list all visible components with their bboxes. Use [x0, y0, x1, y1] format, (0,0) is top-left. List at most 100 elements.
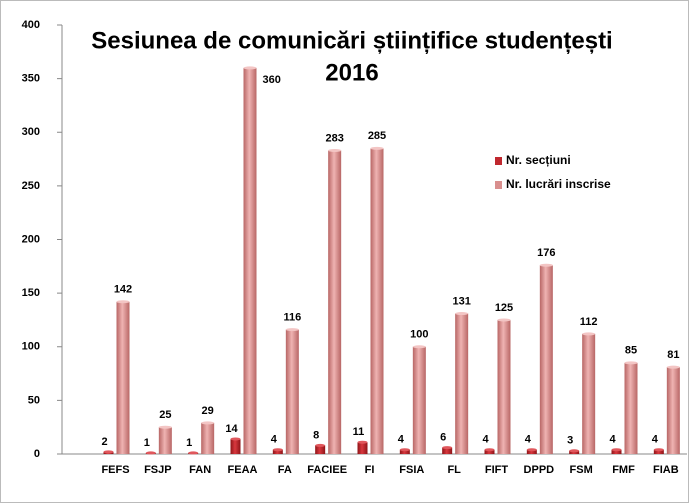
data-label: 4: [525, 434, 532, 446]
bar: [582, 333, 596, 454]
data-label: 85: [625, 345, 637, 357]
x-tick-label: FSJP: [144, 464, 172, 476]
bar-top: [653, 448, 664, 452]
bar: [399, 449, 410, 454]
data-label: 2: [101, 436, 107, 448]
bar-top: [370, 146, 384, 150]
data-label: 11: [353, 426, 365, 438]
data-label: 116: [283, 311, 301, 323]
bar-top: [285, 328, 299, 332]
chart-title: Sesiunea de comunicări științifice stude…: [91, 27, 612, 54]
bar-top: [145, 451, 156, 455]
bar-top: [526, 448, 537, 452]
bar: [158, 427, 172, 454]
legend-label: Nr. lucrări inscrise: [506, 177, 611, 191]
data-label: 176: [537, 247, 555, 259]
bar: [526, 449, 537, 454]
bar-top: [624, 361, 638, 365]
bar: [624, 362, 638, 454]
bar: [357, 442, 368, 454]
bar-top: [315, 443, 326, 447]
bar-top: [442, 446, 453, 450]
bar: [484, 449, 495, 454]
bar-top: [357, 440, 368, 444]
bar: [539, 265, 553, 454]
bar-top: [230, 437, 241, 441]
data-label: 1: [144, 437, 150, 449]
bar-top: [666, 365, 680, 369]
data-label: 283: [325, 132, 343, 144]
bar: [285, 329, 299, 454]
data-label: 29: [202, 405, 214, 417]
bar: [412, 346, 426, 454]
x-tick-label: DPPD: [524, 464, 555, 476]
bar: [611, 449, 622, 454]
data-label: 4: [652, 434, 659, 446]
bar-top: [412, 345, 426, 349]
bar: [666, 367, 680, 454]
x-tick-label: FSM: [570, 464, 593, 476]
bar: [201, 422, 215, 454]
bar: [442, 447, 453, 454]
y-tick-label: 100: [22, 341, 40, 353]
y-tick-label: 0: [34, 448, 40, 460]
data-label: 3: [567, 435, 573, 447]
data-label: 6: [440, 431, 446, 443]
chart-title: 2016: [325, 59, 378, 86]
data-label: 131: [452, 295, 470, 307]
bar: [272, 449, 283, 454]
bar: [569, 450, 580, 454]
bar: [497, 319, 511, 454]
legend-swatch: [495, 181, 502, 189]
bar-top: [582, 332, 596, 336]
data-label: 125: [495, 302, 513, 314]
x-tick-label: FSIA: [399, 464, 424, 476]
data-label: 14: [225, 423, 238, 435]
x-tick-label: FEAA: [228, 464, 258, 476]
bar-top: [158, 425, 172, 429]
y-tick-label: 300: [22, 126, 40, 138]
bar-top: [201, 421, 215, 425]
bar: [116, 301, 130, 454]
data-label: 8: [313, 429, 319, 441]
y-tick-label: 400: [22, 19, 40, 31]
data-label: 4: [609, 434, 616, 446]
bar: [370, 148, 384, 454]
x-tick-label: FAN: [189, 464, 211, 476]
x-tick-label: FIAB: [653, 464, 679, 476]
data-label: 4: [271, 434, 278, 446]
x-tick-label: FACIEE: [307, 464, 347, 476]
y-tick-label: 250: [22, 180, 40, 192]
bar-top: [243, 66, 257, 70]
x-tick-label: FL: [447, 464, 461, 476]
data-label: 142: [114, 284, 132, 296]
bar-top: [455, 312, 469, 316]
data-label: 112: [580, 316, 598, 328]
legend-label: Nr. secțiuni: [506, 153, 571, 167]
bar-top: [399, 448, 410, 452]
bar-top: [497, 318, 511, 322]
bar-top: [103, 450, 114, 454]
data-label: 285: [368, 130, 386, 142]
x-tick-label: FIFT: [485, 464, 508, 476]
bar-top: [484, 448, 495, 452]
data-label: 1: [186, 437, 192, 449]
data-label: 25: [159, 409, 171, 421]
bar-top: [272, 448, 283, 452]
bar-top: [328, 148, 342, 152]
x-tick-label: FMF: [612, 464, 635, 476]
bar-top: [116, 300, 130, 304]
bar: [455, 313, 469, 454]
x-tick-label: FEFS: [101, 464, 129, 476]
bar-top: [539, 263, 553, 267]
data-label: 360: [263, 74, 281, 86]
data-label: 100: [410, 329, 428, 341]
legend-swatch: [495, 157, 502, 165]
y-tick-label: 350: [22, 73, 40, 85]
x-tick-label: FI: [365, 464, 375, 476]
y-tick-label: 150: [22, 287, 40, 299]
data-label: 4: [482, 434, 489, 446]
bar: [243, 67, 257, 455]
